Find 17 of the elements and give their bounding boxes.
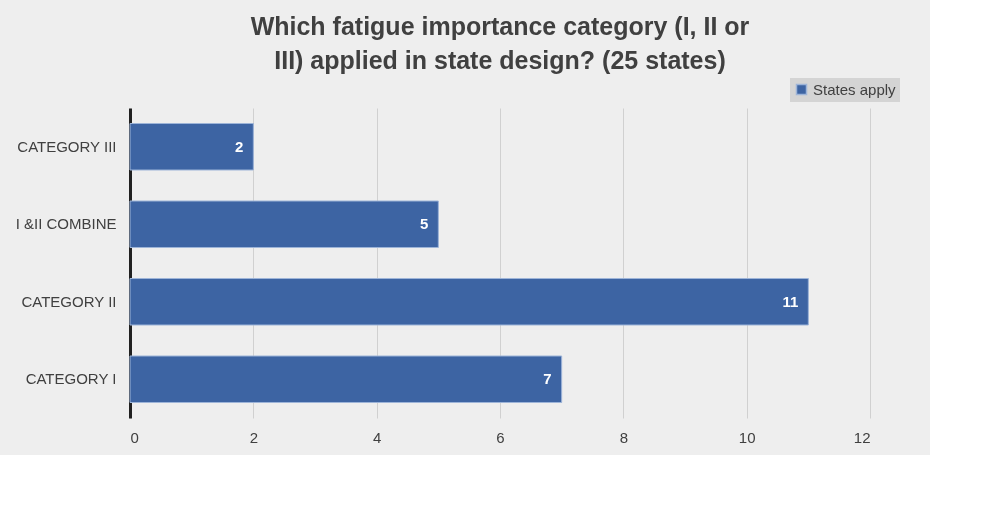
y-tick-label: CATEGORY II (21, 292, 117, 310)
chart-title: Which fatigue importance category (I, II or III) applied in state design? (25 states) (250, 12, 750, 74)
data-label: 2 (234, 137, 244, 155)
y-tick-label: CATEGORY I (25, 370, 117, 388)
data-label: 7 (543, 370, 552, 388)
data-label: 5 (419, 215, 429, 233)
x-tick-label: 0 (130, 428, 139, 446)
x-tick-label: 8 (619, 428, 629, 446)
x-tick-label: 6 (496, 428, 505, 446)
legend-label: States apply (813, 80, 897, 98)
x-tick-label: 12 (853, 428, 871, 446)
y-tick-label: CATEGORY III (17, 137, 117, 155)
x-tick-label: 2 (249, 428, 259, 446)
y-tick-label: I &II COMBINE (15, 215, 117, 233)
data-label: 11 (782, 292, 799, 310)
x-tick-label: 10 (738, 428, 756, 446)
x-tick-label: 4 (372, 428, 382, 446)
